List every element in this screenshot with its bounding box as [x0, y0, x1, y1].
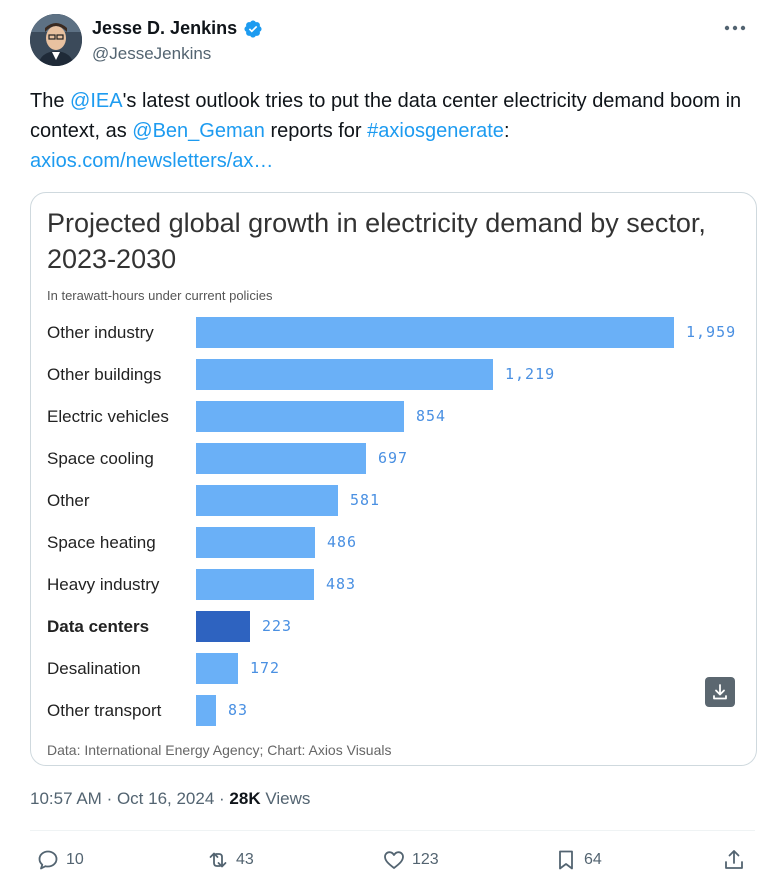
bar-value-label: 1,219 — [505, 365, 556, 383]
bar-value-label: 581 — [350, 491, 381, 509]
article-link[interactable]: axios.com/newsletters/ax… — [30, 150, 274, 172]
bar-value-label: 172 — [250, 659, 281, 677]
chart-image-card[interactable]: Projected global growth in electricity d… — [30, 192, 757, 766]
bar-value-label: 1,959 — [686, 323, 737, 341]
like-button[interactable]: 123 — [382, 848, 439, 872]
bar — [196, 485, 338, 516]
bar-label: Heavy industry — [47, 575, 160, 594]
bar-value-label: 223 — [262, 617, 293, 635]
like-count: 123 — [412, 851, 439, 868]
avatar-image — [30, 14, 82, 66]
tweet-text-part: The — [30, 90, 71, 112]
download-button[interactable] — [705, 677, 735, 707]
reply-button[interactable]: 10 — [36, 848, 84, 872]
reply-count: 10 — [66, 851, 84, 868]
bar-label: Desalination — [47, 659, 141, 678]
bar-value-label: 486 — [327, 533, 358, 551]
tweet-time[interactable]: 10:57 AM — [30, 789, 102, 808]
bar-label: Other transport — [47, 701, 162, 720]
bar — [196, 527, 315, 558]
reply-icon — [38, 850, 58, 870]
bookmark-icon — [559, 850, 573, 870]
author-name[interactable]: Jesse D. Jenkins — [92, 18, 238, 38]
author-handle[interactable]: @JesseJenkins — [92, 44, 212, 63]
separator-dot: · — [219, 789, 230, 808]
more-options-button[interactable] — [720, 16, 750, 40]
chart-source: Data: International Energy Agency; Chart… — [47, 742, 392, 758]
share-icon — [725, 850, 743, 869]
avatar[interactable] — [30, 14, 82, 66]
bar — [196, 317, 674, 348]
mention-ben-geman-link[interactable]: @Ben_Geman — [132, 120, 265, 142]
bar — [196, 653, 238, 684]
repost-icon — [209, 852, 227, 868]
chart-title: Projected global growth in electricity d… — [47, 208, 706, 274]
download-icon — [713, 684, 727, 700]
tweet-header: Jesse D. Jenkins @JesseJenkins — [30, 14, 750, 70]
tweet-text-part: reports for — [264, 120, 368, 142]
bar-label: Space cooling — [47, 449, 154, 468]
tweet-text-part: : — [503, 120, 510, 142]
bar-label: Data centers — [47, 617, 150, 636]
views-label: Views — [265, 789, 311, 808]
bar — [196, 695, 216, 726]
heart-icon — [384, 851, 404, 869]
separator-dot: · — [106, 789, 117, 808]
more-horizontal-icon — [724, 25, 746, 31]
bar-row: Space cooling 697 — [31, 439, 756, 481]
repost-count: 43 — [236, 851, 254, 868]
bar-label: Other industry — [47, 323, 154, 342]
divider — [30, 830, 755, 831]
tweet-meta: 10:57 AM · Oct 16, 2024 · 28K Views — [30, 789, 310, 809]
bar — [196, 569, 314, 600]
views-count: 28K — [229, 789, 261, 808]
bookmark-button[interactable]: 64 — [554, 848, 602, 872]
bar-row: Data centers 223 — [31, 607, 756, 649]
bar-row: Other transport 83 — [31, 691, 756, 733]
bar — [196, 401, 404, 432]
bar-value-label: 854 — [416, 407, 447, 425]
bar-label: Other — [47, 491, 90, 510]
bar — [196, 359, 493, 390]
bookmark-count: 64 — [584, 851, 602, 868]
bar-label: Electric vehicles — [47, 407, 169, 426]
share-button[interactable] — [722, 848, 746, 872]
verified-badge-icon — [244, 19, 262, 38]
bar-value-label: 697 — [378, 449, 409, 467]
bar — [196, 443, 366, 474]
bar-row: Other buildings 1,219 — [31, 355, 756, 397]
repost-button[interactable]: 43 — [206, 848, 254, 872]
tweet-date[interactable]: Oct 16, 2024 — [116, 789, 215, 808]
bar-value-label: 83 — [228, 701, 249, 719]
tweet-text: The @IEA's latest outlook tries to put t… — [30, 86, 755, 176]
mention-iea-link[interactable]: @IEA — [70, 90, 123, 112]
bar-row: Desalination 172 — [31, 649, 756, 691]
bar — [196, 611, 250, 642]
bar-label: Space heating — [47, 533, 156, 552]
bar-row: Space heating 486 — [31, 523, 756, 565]
author-name-row[interactable]: Jesse D. Jenkins — [92, 18, 263, 39]
bar-row: Other industry 1,959 — [31, 313, 756, 355]
action-bar: 10 43 123 64 — [30, 848, 755, 878]
bar-row: Other 581 — [31, 481, 756, 523]
chart-subtitle: In terawatt-hours under current policies — [47, 288, 273, 303]
hashtag-link[interactable]: #axiosgenerate — [367, 120, 504, 142]
bar-row: Electric vehicles 854 — [31, 397, 756, 439]
bar-value-label: 483 — [326, 575, 357, 593]
bar-label: Other buildings — [47, 365, 162, 384]
bar-row: Heavy industry 483 — [31, 565, 756, 607]
tweet-text-part: 's latest outlook tries to put the data … — [30, 90, 742, 142]
